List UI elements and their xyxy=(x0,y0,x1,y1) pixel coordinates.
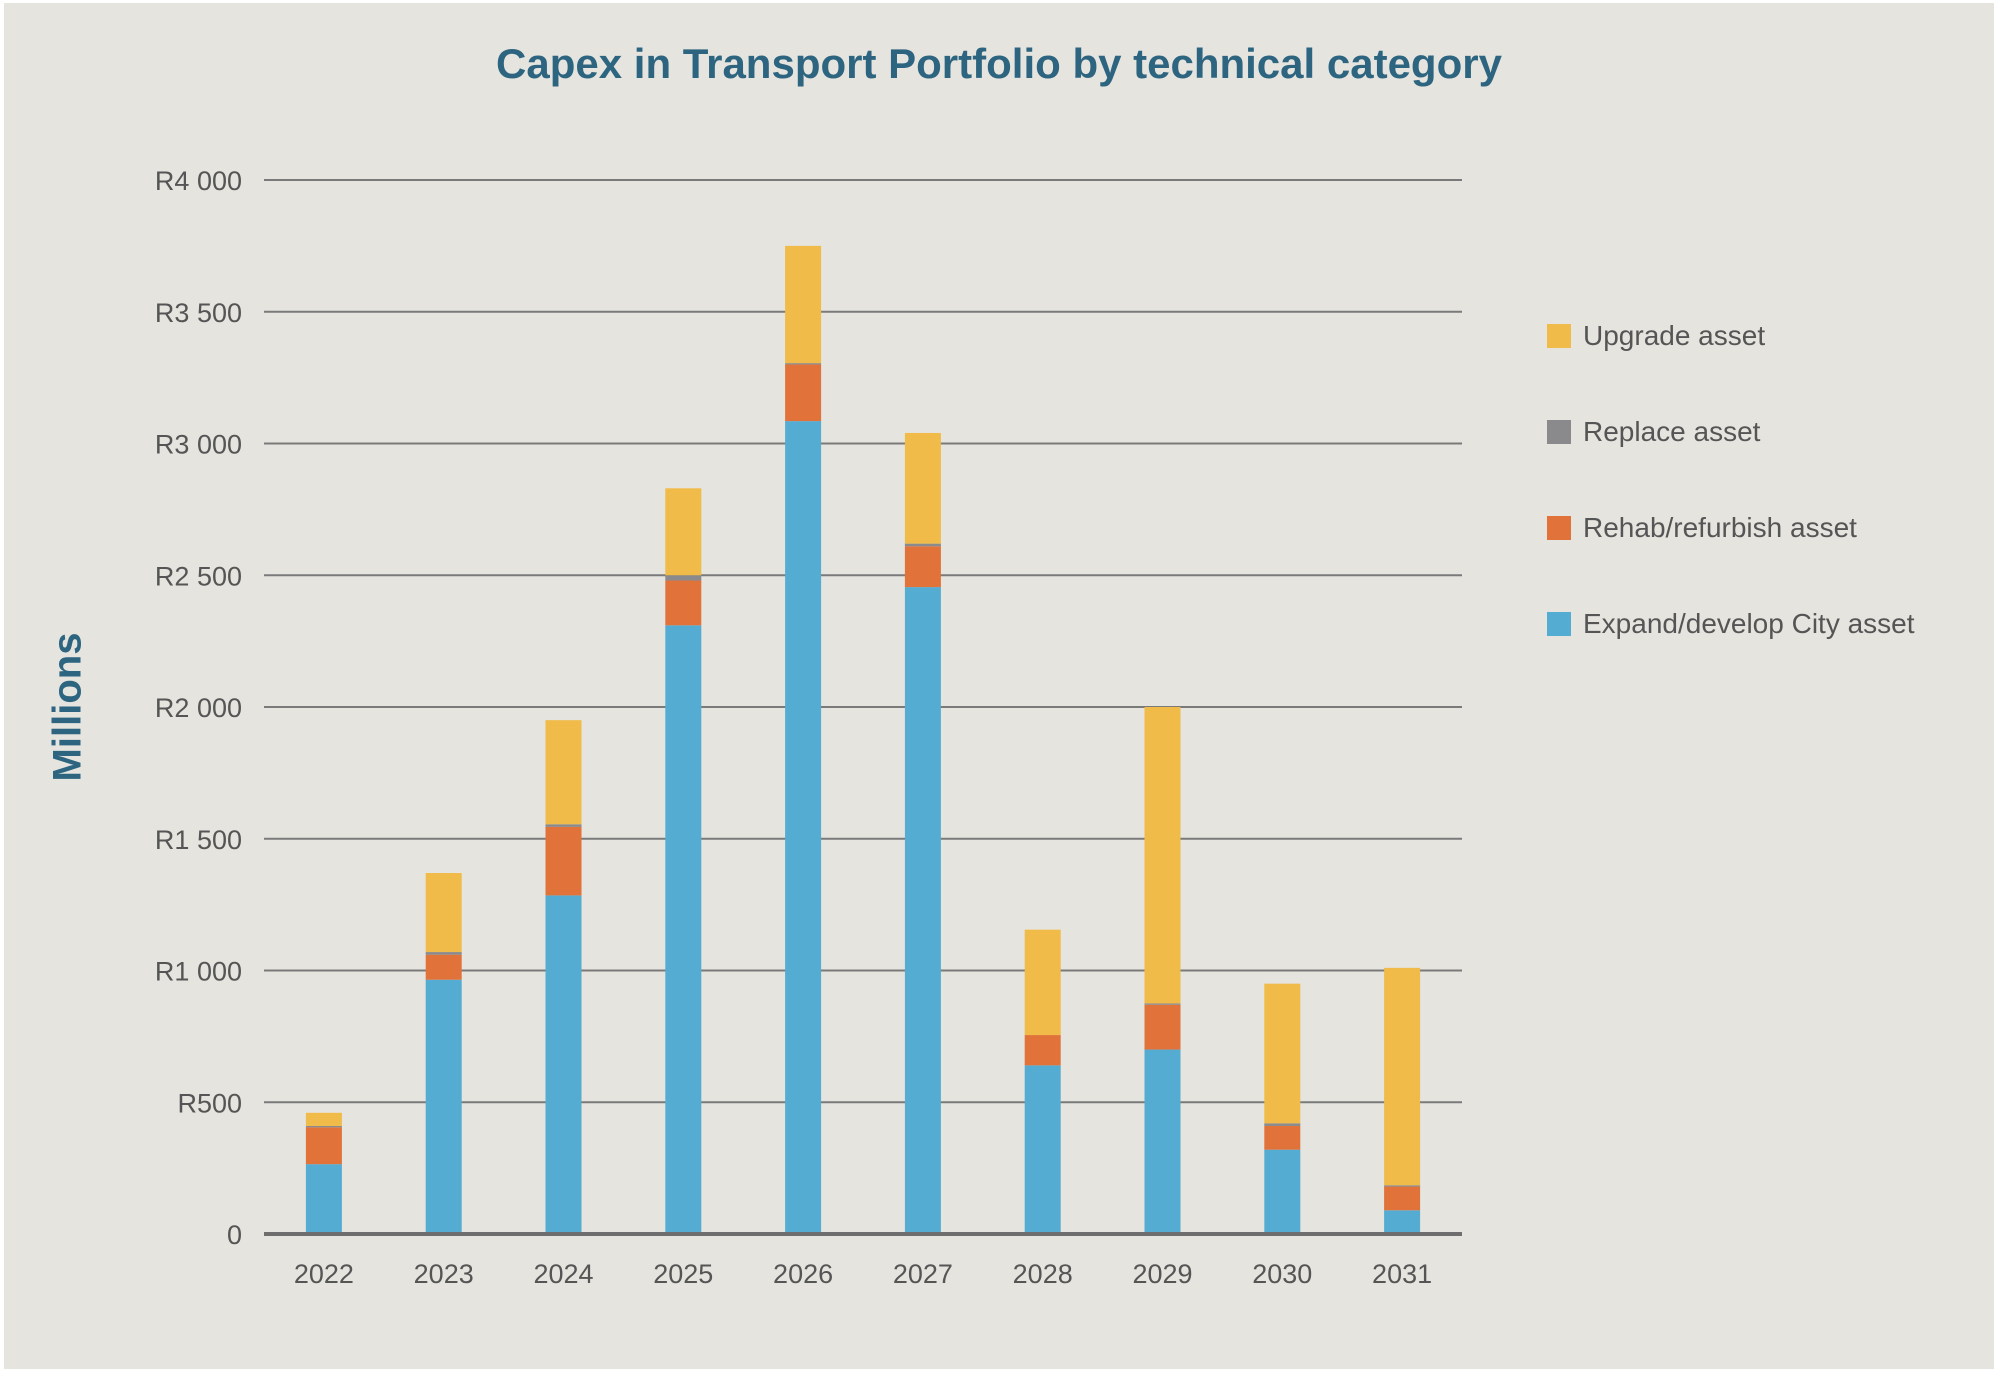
y-tick-label: R3 000 xyxy=(155,430,242,460)
bars xyxy=(305,245,1421,1234)
legend-item: Expand/develop City asset xyxy=(1547,576,1915,672)
bar-segment-replace-asset xyxy=(305,1125,342,1128)
y-tick-label: R3 500 xyxy=(155,298,242,328)
bar-segment-expand-develop-city-asset xyxy=(1264,1149,1301,1234)
legend-swatch xyxy=(1547,612,1571,636)
bar-segment-upgrade-asset xyxy=(1384,967,1421,1186)
x-tick-label: 2024 xyxy=(533,1259,593,1289)
bar-segment-upgrade-asset xyxy=(785,245,822,364)
y-tick-label: R2 500 xyxy=(155,561,242,591)
legend-swatch xyxy=(1547,516,1571,540)
bar-segment-expand-develop-city-asset xyxy=(785,421,822,1234)
legend: Upgrade asset Replace asset Rehab/refurbis… xyxy=(1547,288,1915,672)
legend-label: Upgrade asset xyxy=(1583,320,1766,351)
bar-segment-replace-asset xyxy=(1384,1185,1421,1187)
legend-item: Rehab/refurbish asset xyxy=(1547,480,1915,576)
x-tick-label: 2023 xyxy=(414,1259,474,1289)
bar-segment-rehab-refurbish-asset xyxy=(1144,1004,1181,1050)
legend-item: Upgrade asset xyxy=(1547,288,1915,384)
x-tick-label: 2029 xyxy=(1132,1259,1192,1289)
y-tick-label: R1 000 xyxy=(155,957,242,987)
bar-segment-rehab-refurbish-asset xyxy=(1024,1035,1061,1066)
legend-swatch xyxy=(1547,324,1571,348)
bar-segment-replace-asset xyxy=(1144,1003,1181,1005)
x-tick-label: 2030 xyxy=(1252,1259,1312,1289)
chart-title: Capex in Transport Portfolio by technica… xyxy=(496,40,1502,87)
legend-label: Rehab/refurbish asset xyxy=(1583,512,1857,543)
y-tick-label: R2 000 xyxy=(155,693,242,723)
bar-segment-rehab-refurbish-asset xyxy=(1264,1125,1301,1150)
legend-swatch xyxy=(1547,420,1571,444)
legend-label: Expand/develop City asset xyxy=(1583,608,1915,639)
bar-segment-expand-develop-city-asset xyxy=(904,587,941,1234)
bar-segment-upgrade-asset xyxy=(305,1112,342,1126)
y-tick-label: R1 500 xyxy=(155,825,242,855)
axes: 0 R500 R1 000 R1 500 R2 000 R2 500 R3 000 R3 50… xyxy=(155,166,1462,1289)
bar-segment-replace-asset xyxy=(665,575,702,581)
bar-segment-rehab-refurbish-asset xyxy=(785,364,822,422)
y-tick-label: R500 xyxy=(177,1088,242,1118)
x-tick-label: 2027 xyxy=(893,1259,953,1289)
bar-segment-replace-asset xyxy=(904,543,941,547)
x-tick-label: 2026 xyxy=(773,1259,833,1289)
bar-segment-replace-asset xyxy=(1264,1123,1301,1126)
bar-segment-expand-develop-city-asset xyxy=(665,625,702,1234)
y-tick-label: 0 xyxy=(227,1220,242,1250)
y-tick-label: R4 000 xyxy=(155,166,242,196)
bar-segment-upgrade-asset xyxy=(904,432,941,544)
bar-segment-rehab-refurbish-asset xyxy=(1384,1186,1421,1211)
bar-segment-upgrade-asset xyxy=(1264,983,1301,1124)
bar-segment-expand-develop-city-asset xyxy=(305,1164,342,1234)
x-tick-label: 2028 xyxy=(1013,1259,1073,1289)
bar-segment-rehab-refurbish-asset xyxy=(305,1127,342,1165)
x-tick-label: 2031 xyxy=(1372,1259,1432,1289)
bar-segment-expand-develop-city-asset xyxy=(545,895,582,1234)
gridlines xyxy=(264,179,1462,1104)
bar-segment-expand-develop-city-asset xyxy=(1144,1049,1181,1234)
bar-segment-expand-develop-city-asset xyxy=(425,979,462,1234)
x-tick-label: 2025 xyxy=(653,1259,713,1289)
x-tick-label: 2022 xyxy=(294,1259,354,1289)
bar-segment-upgrade-asset xyxy=(425,873,462,953)
legend-item: Replace asset xyxy=(1547,384,1915,480)
legend-label: Replace asset xyxy=(1583,416,1761,447)
bar-segment-upgrade-asset xyxy=(545,720,582,825)
bar-segment-upgrade-asset xyxy=(1144,707,1181,1004)
bar-segment-expand-develop-city-asset xyxy=(1024,1065,1061,1234)
bar-segment-rehab-refurbish-asset xyxy=(425,954,462,980)
bar-segment-replace-asset xyxy=(425,952,462,955)
bar-segment-replace-asset xyxy=(785,363,822,365)
bar-segment-replace-asset xyxy=(545,824,582,827)
bar-segment-expand-develop-city-asset xyxy=(1384,1210,1421,1234)
bar-segment-rehab-refurbish-asset xyxy=(665,580,702,626)
bar-segment-upgrade-asset xyxy=(665,488,702,576)
bar-segment-upgrade-asset xyxy=(1024,929,1061,1036)
bar-segment-rehab-refurbish-asset xyxy=(545,826,582,896)
bar-segment-rehab-refurbish-asset xyxy=(904,546,941,588)
